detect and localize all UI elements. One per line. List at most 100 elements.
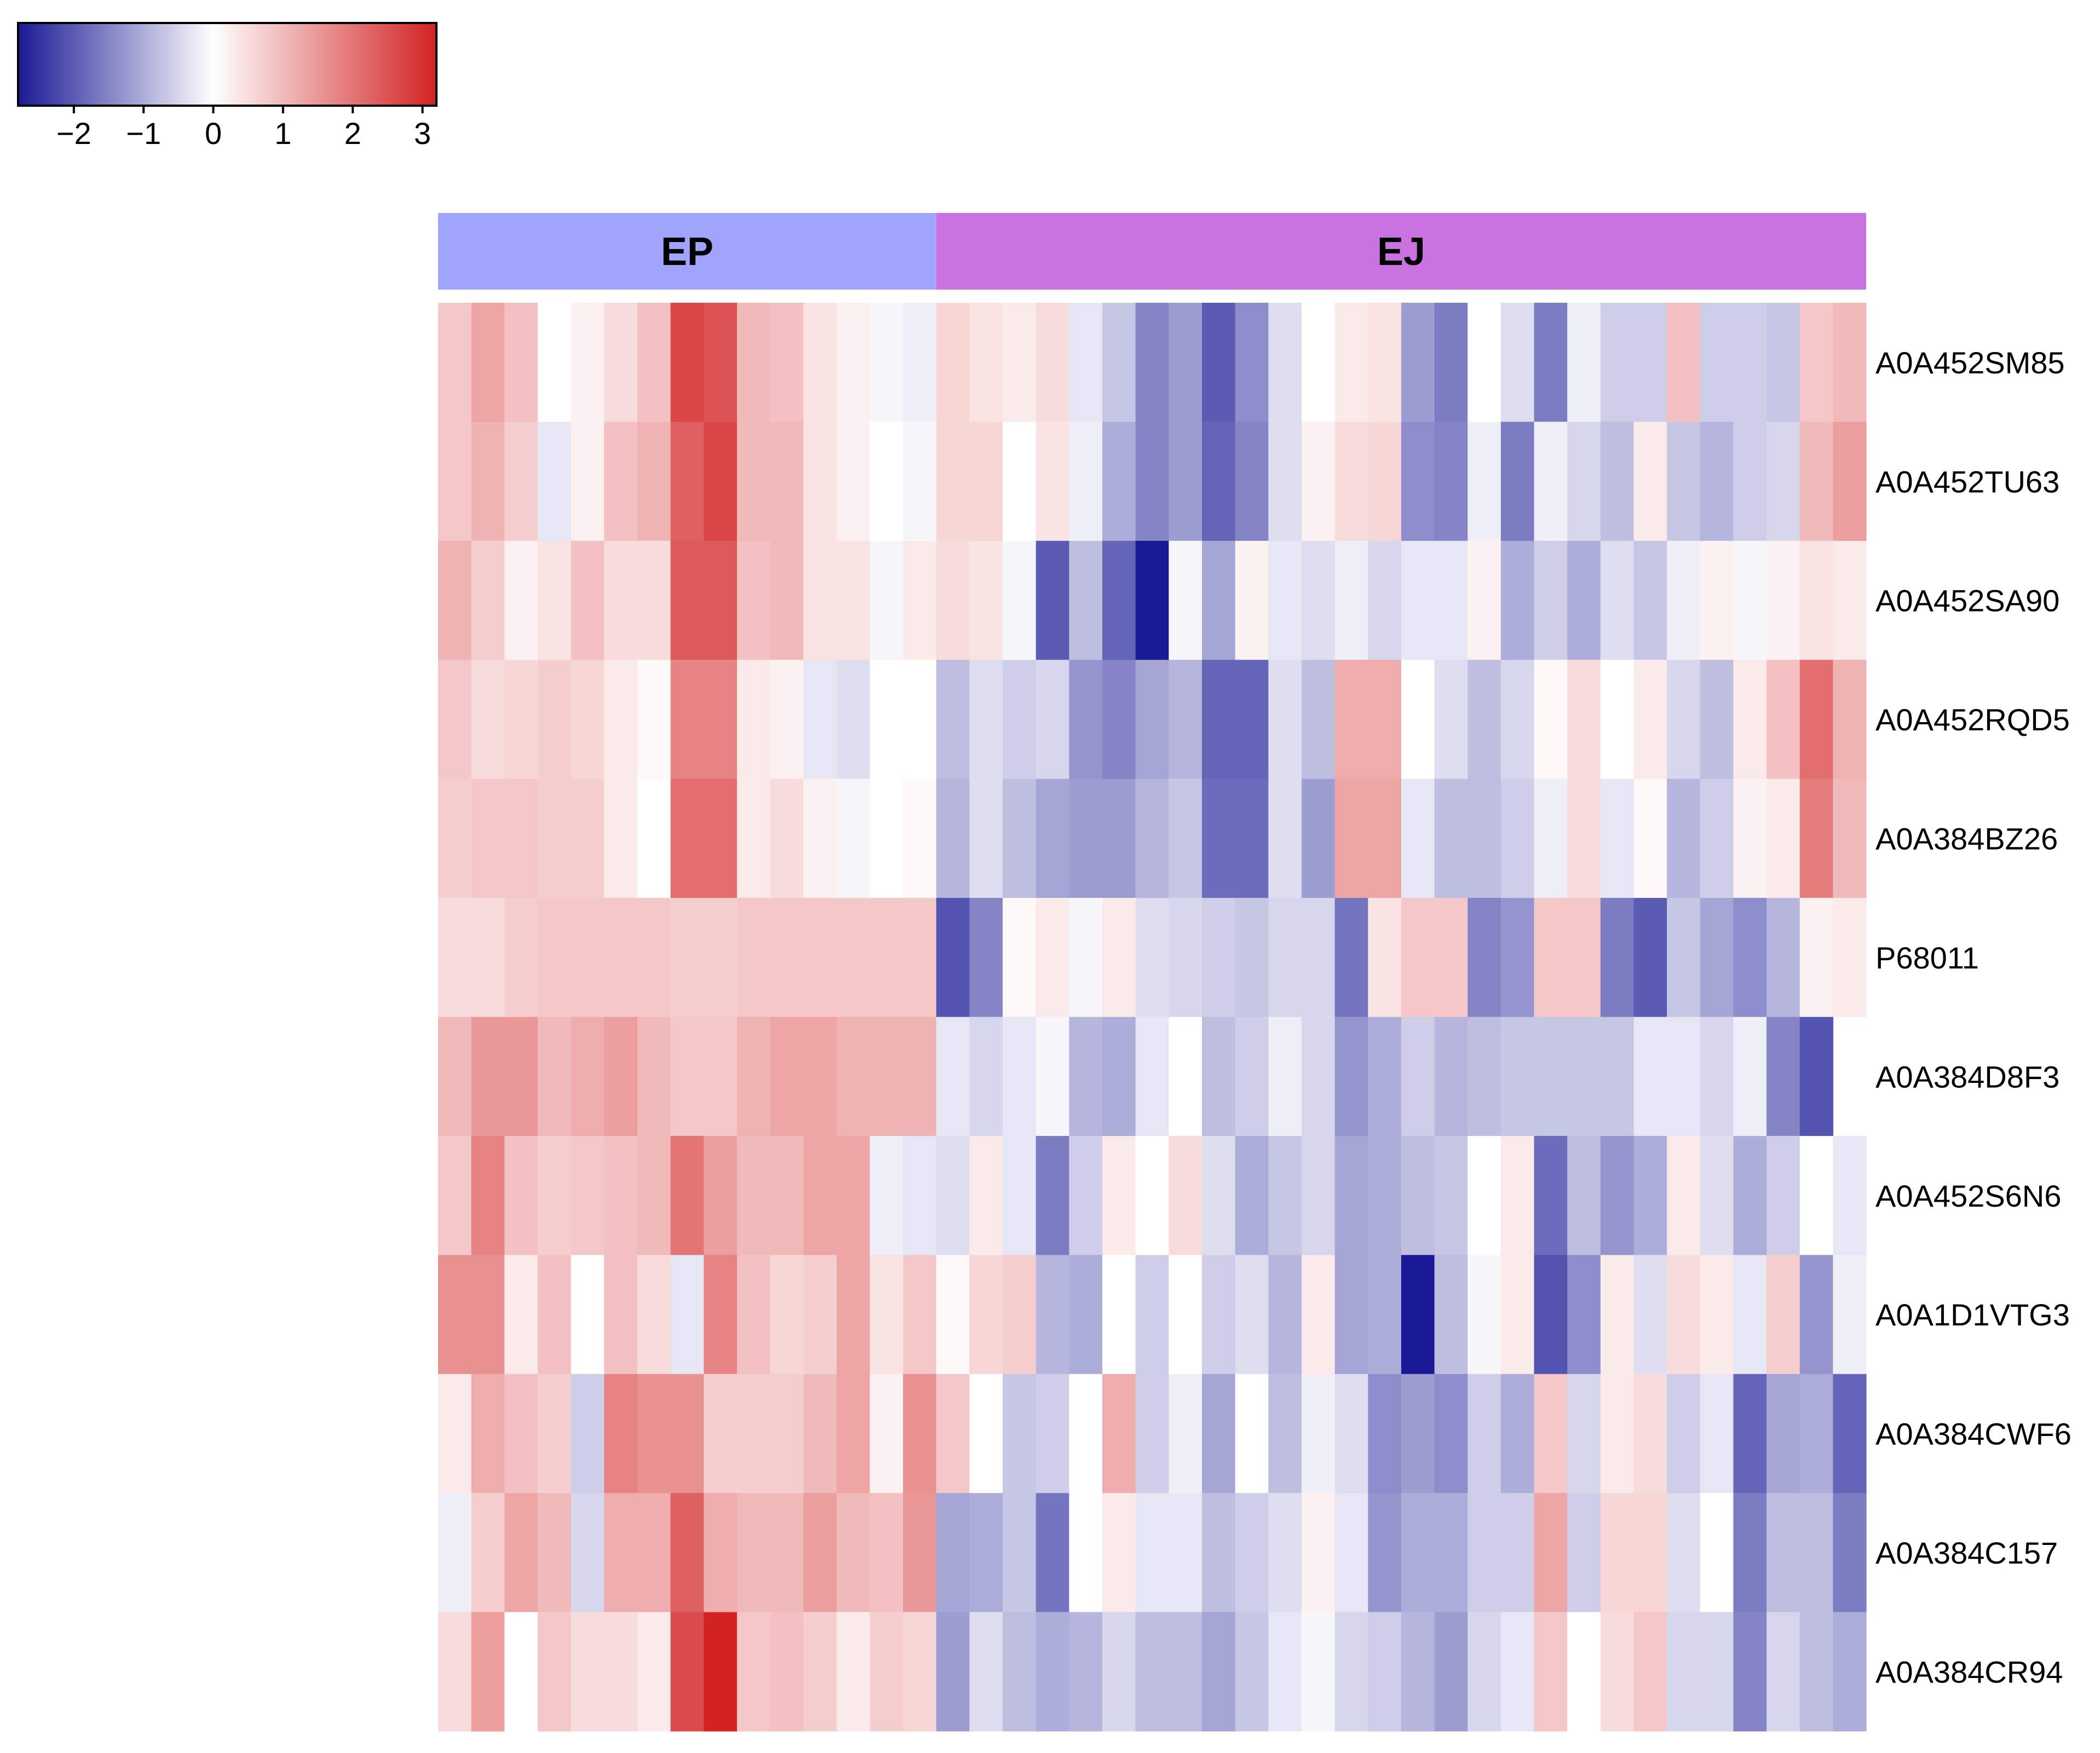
heatmap-cell [1468,1135,1501,1255]
heatmap-cell [1401,660,1435,780]
group-label: EJ [1377,230,1425,274]
heatmap-cell [1069,422,1103,541]
heatmap-cell [1401,1374,1435,1493]
heatmap-cell [1434,660,1468,780]
heatmap-cell [1334,1374,1368,1493]
heatmap-cell [1003,898,1037,1018]
heatmap-cell [1368,898,1402,1018]
heatmap-cell [537,422,572,541]
heatmap-cell [1003,1255,1037,1375]
heatmap-cell [1700,898,1734,1018]
heatmap-cell [1767,1135,1800,1255]
row-label: A0A452S6N6 [1875,1179,2061,1213]
heatmap-cell [836,1612,871,1732]
heatmap-cell [670,1612,704,1732]
heatmap-cell [504,1255,538,1375]
heatmap-cell [1534,1493,1568,1613]
heatmap-cell [1401,540,1435,660]
heatmap-cell [737,660,771,780]
heatmap-cell [969,1612,1003,1732]
heatmap-cell [1833,422,1867,541]
heatmap-cell [770,1612,804,1732]
column-group-annotation: EP EJ [438,213,1866,290]
heatmap-cell [1301,898,1336,1018]
row-label: A0A384CR94 [1875,1654,2063,1689]
heatmap-cell [670,1493,704,1613]
heatmap-cell [704,779,738,898]
heatmap-cell [604,1493,638,1613]
heatmap-cell [1667,1017,1701,1137]
heatmap-cell [1700,1493,1734,1613]
color-legend: −2 −1 0 1 2 3 [17,22,438,151]
heatmap-cell [1633,1017,1667,1137]
heatmap-cell [471,540,505,660]
heatmap-cell [637,1493,671,1613]
heatmap-cell [471,303,505,423]
heatmap-cell [1268,540,1302,660]
heatmap-cell [471,1374,505,1493]
heatmap-cell [1600,660,1635,780]
heatmap-cell [936,1017,970,1137]
heatmap-cell [438,1135,472,1255]
heatmap-cell [1799,660,1833,780]
heatmap-cell [1235,898,1269,1018]
heatmap-cell [1468,660,1501,780]
heatmap-cell [936,1255,970,1375]
heatmap-cell [1235,422,1269,541]
heatmap-cell [1102,1493,1136,1613]
heatmap-cell [471,1493,505,1613]
heatmap-cell [1135,1255,1169,1375]
heatmap-cell [704,1612,738,1732]
heatmap-cell [438,1493,472,1613]
heatmap-cell [1368,1374,1402,1493]
heatmap-cell [1500,303,1535,423]
heatmap-cell [537,1493,572,1613]
heatmap-cell [1102,779,1136,898]
heatmap-cell [1235,303,1269,423]
heatmap-cell [1733,540,1767,660]
heatmap-cell [1268,303,1302,423]
heatmap-cell [803,422,837,541]
heatmap-cell [969,898,1003,1018]
heatmap-cell [604,779,638,898]
heatmap-cell [1700,660,1734,780]
heatmap-cell [571,540,605,660]
heatmap-cell [1534,1612,1568,1732]
heatmap-cell [836,540,871,660]
heatmap-cell [1102,1255,1136,1375]
heatmap-cell [1102,1374,1136,1493]
heatmap-cell [1468,898,1501,1018]
heatmap-cell [1135,1612,1169,1732]
heatmap-cell [770,1374,804,1493]
heatmap-cell [969,1374,1003,1493]
heatmap-cell [1135,303,1169,423]
heatmap-cell [1401,898,1435,1018]
heatmap-cell [1567,779,1601,898]
heatmap-cell [1700,540,1734,660]
heatmap-cell [1069,1255,1103,1375]
heatmap-cell [1534,660,1568,780]
heatmap-cell [1102,540,1136,660]
legend-tick-label: 3 [414,116,431,151]
heatmap-cell [1633,1612,1667,1732]
heatmap-cell [1534,1374,1568,1493]
heatmap-cell [504,898,538,1018]
heatmap-cell [1733,1017,1767,1137]
heatmap-cell [1201,1374,1236,1493]
heatmap-cell [1169,1255,1203,1375]
row-label: P68011 [1875,941,1979,975]
heatmap-cell [1003,1135,1037,1255]
heatmap-cell [1833,1374,1867,1493]
heatmap-cell [1434,540,1468,660]
heatmap-cell [1301,1255,1336,1375]
heatmap-cell [836,422,871,541]
heatmap-cell [1733,1612,1767,1732]
heatmap-cell [1301,660,1336,780]
heatmap-cell [1201,1255,1236,1375]
heatmap-cell [1069,779,1103,898]
heatmap-cell [1102,422,1136,541]
heatmap-cell [770,540,804,660]
heatmap-cell [438,660,472,780]
group-band-ej [936,213,1866,290]
heatmap-cell [704,1493,738,1613]
